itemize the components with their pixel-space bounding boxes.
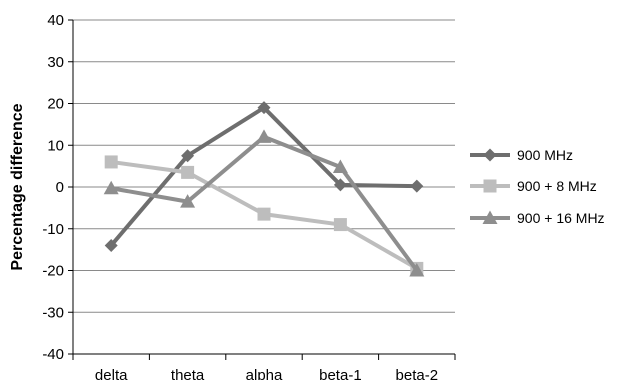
data-point xyxy=(181,165,195,179)
x-tick-label: delta xyxy=(95,367,128,380)
series-1 xyxy=(104,101,424,252)
data-point xyxy=(181,149,195,163)
x-tick-label: theta xyxy=(171,367,205,380)
series-group xyxy=(103,101,425,277)
x-tick-label: alpha xyxy=(246,367,283,380)
gridlines xyxy=(73,19,455,355)
data-point xyxy=(410,179,424,193)
y-tick-label: -30 xyxy=(42,304,64,321)
data-point xyxy=(409,263,425,277)
data-point xyxy=(180,194,196,208)
legend-marker xyxy=(483,148,497,162)
legend-marker xyxy=(483,179,497,193)
legend-item: 900 + 8 MHz xyxy=(470,178,597,194)
data-point xyxy=(104,238,118,252)
series-line xyxy=(109,105,419,248)
series-3 xyxy=(103,129,425,277)
x-tick-label: beta-2 xyxy=(396,367,439,380)
legend-item: 900 + 16 MHz xyxy=(470,210,605,226)
y-tick-label: -40 xyxy=(42,346,64,363)
legend-label: 900 MHz xyxy=(517,147,573,163)
y-tick-label: 20 xyxy=(47,96,64,113)
data-point xyxy=(332,159,348,173)
data-point xyxy=(257,101,271,115)
y-tick-label: 10 xyxy=(47,137,64,154)
legend-label: 900 + 8 MHz xyxy=(517,178,597,194)
data-point xyxy=(333,178,347,192)
legend-marker xyxy=(482,210,498,224)
series-line xyxy=(109,134,419,273)
data-point xyxy=(104,155,118,169)
y-axis-title: Percentage difference xyxy=(9,103,26,270)
legend-label: 900 + 16 MHz xyxy=(517,210,605,226)
x-tick-label: beta-1 xyxy=(319,367,362,380)
data-point xyxy=(333,218,347,232)
y-tick-label: 30 xyxy=(47,54,64,71)
y-tick-label: -10 xyxy=(42,221,64,238)
y-tick-label: 0 xyxy=(56,179,64,196)
y-tick-label: -20 xyxy=(42,263,64,280)
data-point xyxy=(257,207,271,221)
data-point xyxy=(103,180,119,195)
data-point xyxy=(256,129,272,143)
legend: 900 MHz 900 + 8 MHz 900 + 16 MHz xyxy=(470,147,605,226)
axes: -40 -30 -20 -10 0 10 20 30 40 delta theta alpha beta… xyxy=(42,12,456,380)
legend-item: 900 MHz xyxy=(470,147,573,163)
y-tick-label: 40 xyxy=(47,12,64,29)
